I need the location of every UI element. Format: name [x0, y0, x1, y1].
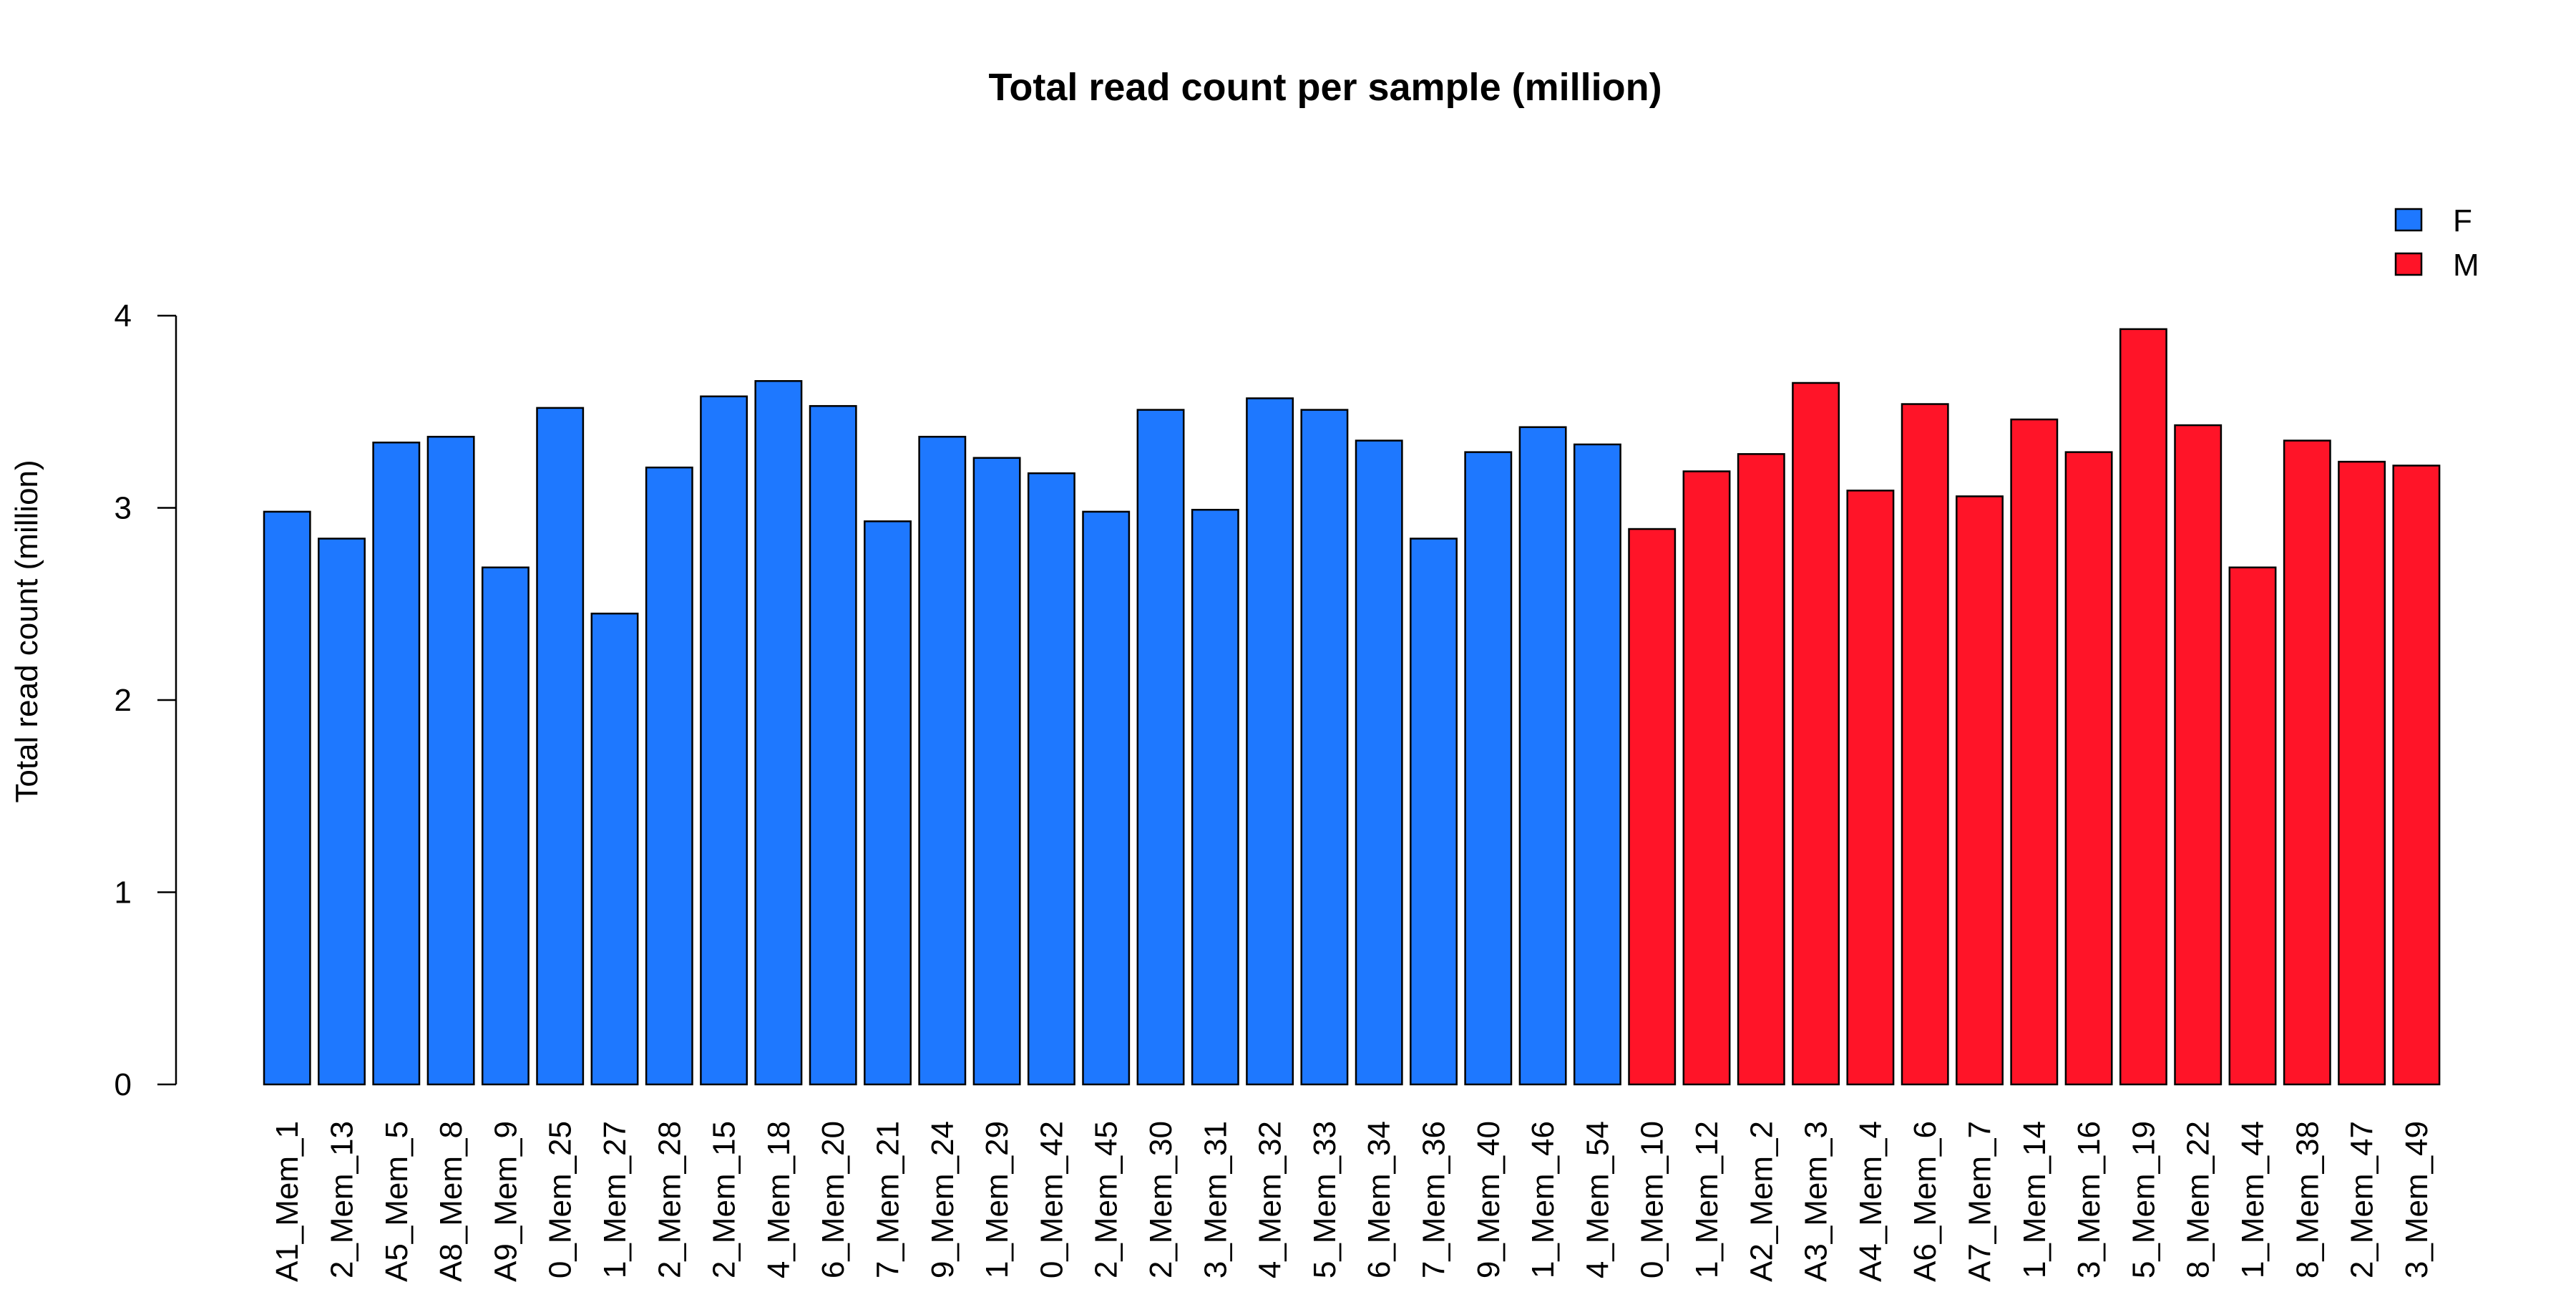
- x-tick-label: 1_Mem_29: [980, 1121, 1015, 1278]
- bar-7_Mem_21: [864, 520, 912, 1086]
- x-tick-label: 1_Mem_44: [2235, 1121, 2270, 1278]
- x-tick-label: 0_Mem_10: [1635, 1121, 1670, 1278]
- x-tick-label: 3_Mem_49: [2399, 1121, 2434, 1278]
- bar-5_Mem_33: [1300, 409, 1349, 1086]
- bar-9_Mem_24: [918, 435, 967, 1086]
- x-tick-label: A3_Mem_3: [1799, 1121, 1834, 1282]
- bar-A2_Mem_2: [1737, 453, 1785, 1086]
- bar-8_Mem_22: [2174, 424, 2223, 1086]
- bar-3_Mem_49: [2392, 465, 2441, 1086]
- bar-4_Mem_18: [754, 380, 803, 1086]
- x-tick-label: A4_Mem_4: [1853, 1121, 1888, 1282]
- x-tick-label: A8_Mem_8: [434, 1121, 469, 1282]
- bar-1_Mem_14: [2010, 418, 2059, 1086]
- y-axis-label: Total read count (million): [9, 460, 44, 802]
- bar-0_Mem_10: [1628, 528, 1677, 1086]
- bar-6_Mem_34: [1355, 439, 1403, 1086]
- bar-7_Mem_36: [1410, 538, 1458, 1086]
- x-tick-label: 1_Mem_12: [1689, 1121, 1724, 1278]
- bar-2_Mem_28: [645, 466, 693, 1086]
- x-tick-label: 2_Mem_45: [1089, 1121, 1124, 1278]
- bar-A4_Mem_4: [1846, 490, 1895, 1086]
- x-tick-label: 4_Mem_54: [1580, 1121, 1615, 1278]
- bar-1_Mem_12: [1682, 470, 1731, 1086]
- bar-8_Mem_38: [2283, 439, 2331, 1086]
- bar-2_Mem_15: [700, 395, 748, 1086]
- x-tick-label: 1_Mem_14: [2017, 1121, 2052, 1278]
- x-tick-label: 6_Mem_20: [816, 1121, 851, 1278]
- x-tick-label: 9_Mem_24: [925, 1121, 960, 1278]
- x-tick-label: 4_Mem_18: [761, 1121, 796, 1278]
- x-tick-label: 2_Mem_15: [707, 1121, 742, 1278]
- x-tick-label: 2_Mem_13: [325, 1121, 360, 1278]
- x-tick-labels: A1_Mem_1 2_Mem_13 A5_Mem_5 A8_Mem_8 A9_Mem_9…: [270, 1121, 2434, 1282]
- bar-1_Mem_27: [590, 612, 639, 1086]
- bar-2_Mem_13: [318, 538, 366, 1086]
- y-tick-label: 2: [114, 683, 132, 718]
- x-tick-label: A1_Mem_1: [270, 1121, 305, 1282]
- x-tick-label: 8_Mem_22: [2181, 1121, 2216, 1278]
- y-tick-label: 1: [114, 875, 132, 910]
- bar-A6_Mem_6: [1901, 403, 1949, 1086]
- bar-4_Mem_54: [1573, 443, 1621, 1086]
- x-tick-label: 3_Mem_31: [1198, 1121, 1233, 1278]
- bar-3_Mem_31: [1191, 508, 1239, 1086]
- bar-4_Mem_32: [1246, 397, 1294, 1086]
- legend-label: M: [2453, 248, 2479, 283]
- x-tick-label: 0_Mem_42: [1034, 1121, 1069, 1278]
- x-tick-label: 9_Mem_40: [1471, 1121, 1506, 1278]
- x-tick-label: 5_Mem_19: [2126, 1121, 2161, 1278]
- bar-0_Mem_25: [536, 407, 585, 1086]
- legend-swatch-F: [2394, 208, 2423, 232]
- x-tick-label: 2_Mem_30: [1143, 1121, 1179, 1278]
- x-tick-label: 7_Mem_21: [871, 1121, 906, 1278]
- x-tick-label: A9_Mem_9: [488, 1121, 523, 1282]
- y-tick-label: 4: [114, 298, 132, 334]
- x-tick-label: A6_Mem_6: [1908, 1121, 1943, 1282]
- bar-5_Mem_19: [2119, 328, 2167, 1086]
- x-tick-label: A5_Mem_5: [379, 1121, 414, 1282]
- x-tick-label: 1_Mem_46: [1526, 1121, 1561, 1278]
- x-tick-label: 2_Mem_28: [652, 1121, 687, 1278]
- bar-A7_Mem_7: [1956, 495, 2004, 1086]
- x-tick-label: 6_Mem_34: [1362, 1121, 1397, 1278]
- legend-label: F: [2453, 203, 2472, 238]
- bar-1_Mem_44: [2228, 566, 2277, 1086]
- x-tick-label: 3_Mem_16: [2072, 1121, 2107, 1278]
- bar-9_Mem_40: [1464, 451, 1513, 1086]
- bar-A3_Mem_3: [1792, 382, 1840, 1086]
- chart-title: Total read count per sample (million): [988, 66, 1662, 109]
- x-tick-label: 1_Mem_27: [597, 1121, 633, 1278]
- bar-1_Mem_29: [972, 457, 1021, 1086]
- legend-swatch-M: [2394, 252, 2423, 276]
- x-tick-label: 4_Mem_32: [1253, 1121, 1288, 1278]
- bar-A9_Mem_9: [481, 566, 530, 1086]
- x-tick-label: 0_Mem_25: [543, 1121, 578, 1278]
- bar-A5_Mem_5: [372, 441, 421, 1086]
- x-tick-label: 8_Mem_38: [2290, 1121, 2325, 1278]
- y-tick-label: 0: [114, 1067, 132, 1102]
- bars-group: [263, 328, 2441, 1086]
- x-tick-label: 7_Mem_36: [1417, 1121, 1452, 1278]
- y-axis: 0 1 2 3 4: [114, 298, 177, 1102]
- bar-2_Mem_47: [2338, 460, 2386, 1086]
- bar-2_Mem_45: [1082, 510, 1131, 1086]
- bar-1_Mem_46: [1518, 426, 1567, 1086]
- legend: FM: [2394, 203, 2479, 283]
- x-tick-label: 2_Mem_47: [2345, 1121, 2380, 1278]
- bar-0_Mem_42: [1027, 472, 1075, 1086]
- bar-2_Mem_30: [1136, 409, 1185, 1086]
- bar-A1_Mem_1: [263, 510, 311, 1086]
- x-tick-label: A7_Mem_7: [1963, 1121, 1998, 1282]
- bar-6_Mem_20: [809, 404, 857, 1086]
- bar-3_Mem_16: [2064, 451, 2113, 1086]
- y-tick-label: 3: [114, 491, 132, 526]
- x-tick-label: 5_Mem_33: [1307, 1121, 1342, 1278]
- bar-A8_Mem_8: [426, 435, 475, 1086]
- x-tick-label: A2_Mem_2: [1744, 1121, 1779, 1282]
